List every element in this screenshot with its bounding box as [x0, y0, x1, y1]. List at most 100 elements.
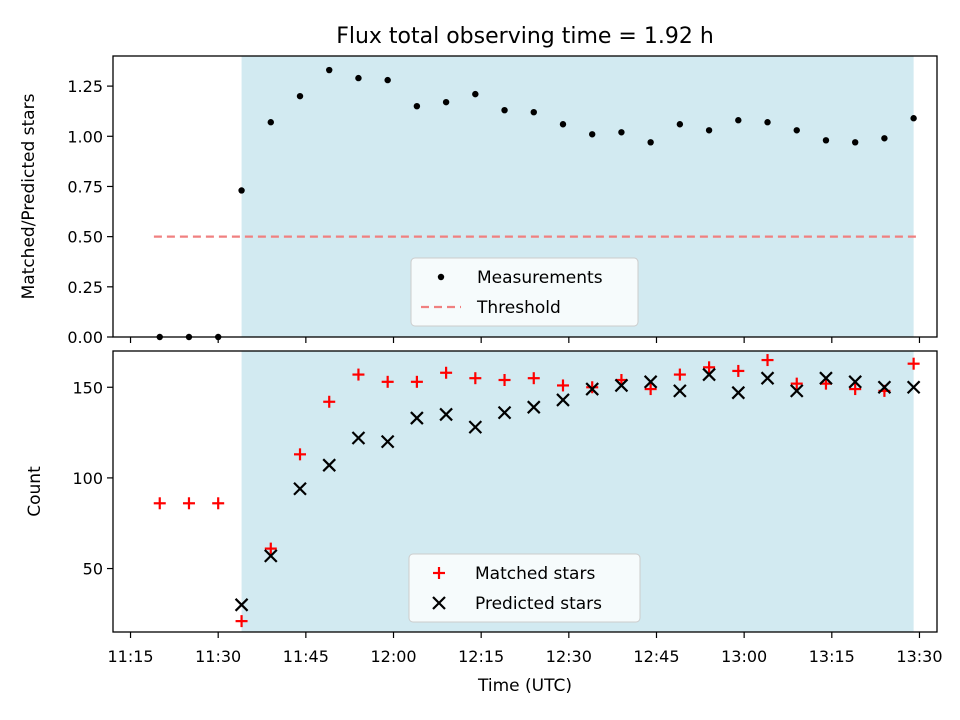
predicted-star-point — [410, 411, 424, 425]
measurement-point — [735, 117, 742, 124]
ratio-markers — [156, 66, 917, 341]
predicted-star-point — [497, 405, 512, 420]
matched-star-point — [212, 497, 225, 510]
matched-star-point — [498, 374, 511, 387]
predicted-star-point — [468, 420, 483, 434]
legend-matched-label: Matched stars — [475, 564, 595, 584]
matched-star-point — [907, 357, 920, 370]
predicted-star-point — [760, 371, 775, 385]
measurement-point — [296, 92, 304, 100]
matched-star-point — [381, 375, 394, 388]
ratio-panel: 0.00 0.25 0.50 0.75 1.00 1.25 Matched/Predict… — [19, 55, 938, 347]
count-markers — [153, 354, 921, 628]
measurement-point — [589, 131, 596, 138]
measurement-point — [559, 121, 567, 128]
predicted-star-point — [556, 393, 570, 407]
measurement-point — [530, 109, 537, 116]
predicted-star-point — [264, 549, 278, 563]
legend-predicted-label: Predicted stars — [475, 594, 602, 614]
measurement-point — [355, 74, 362, 82]
count-x-ticks: 11:15 11:30 11:45 12:00 12:15 12:30 12:45 13:00… — [107, 632, 943, 666]
predicted-star-point — [585, 382, 599, 396]
y-tick-label: 0.75 — [67, 177, 103, 196]
legend-threshold-label: Threshold — [476, 298, 561, 318]
matched-star-point — [182, 497, 195, 510]
matched-star-point — [323, 395, 336, 408]
measurement-point — [238, 187, 245, 194]
matched-star-point — [410, 375, 423, 388]
x-axis-label: Time (UTC) — [477, 676, 572, 696]
y-tick-label: 100 — [72, 469, 103, 488]
predicted-star-point — [877, 380, 892, 395]
measurement-point — [705, 127, 713, 134]
count-y-axis-label: Count — [25, 466, 45, 517]
predicted-star-point — [819, 371, 833, 385]
y-tick-label: 1.25 — [67, 77, 103, 96]
ratio-plot-frame — [112, 55, 938, 338]
ratio-y-ticks: 0.00 0.25 0.50 0.75 1.00 1.25 — [67, 77, 113, 347]
x-tick-label: 12:00 — [370, 647, 416, 666]
predicted-star-point — [702, 367, 716, 382]
legend-predicted-marker — [432, 596, 446, 610]
x-tick-label: 13:15 — [809, 647, 855, 666]
predicted-star-point — [731, 385, 746, 400]
y-tick-label: 0.50 — [67, 228, 103, 247]
measurement-point — [764, 119, 771, 126]
measurement-point — [501, 106, 508, 114]
matched-star-point — [556, 379, 569, 392]
predicted-star-point — [234, 598, 249, 612]
legend-matched-marker — [433, 567, 445, 579]
predicted-star-point — [789, 384, 804, 398]
measurement-point — [647, 139, 654, 146]
x-tick-label: 12:30 — [546, 647, 592, 666]
count-legend-box — [408, 553, 641, 623]
y-tick-label: 150 — [72, 378, 103, 397]
matched-star-point — [761, 354, 774, 367]
matched-star-point — [352, 368, 365, 381]
measurement-point — [793, 127, 800, 134]
predicted-star-point — [293, 482, 307, 496]
ratio-x-ticks — [129, 337, 921, 343]
matched-star-point — [235, 615, 248, 628]
matched-star-point — [790, 377, 803, 390]
chart-title: Flux total observing time = 1.92 h — [336, 24, 714, 49]
matched-star-point — [849, 383, 862, 396]
matched-star-point — [586, 381, 599, 394]
count-y-ticks: 50 100 150 — [72, 378, 113, 579]
y-tick-label: 0.00 — [67, 328, 103, 347]
ratio-y-axis-label: Matched/Predicted stars — [19, 93, 39, 299]
count-plot-frame — [112, 350, 938, 633]
x-tick-label: 12:15 — [458, 647, 504, 666]
x-tick-label: 13:30 — [896, 647, 942, 666]
ratio-legend: Measurements Threshold — [410, 257, 639, 327]
measurement-point — [472, 90, 479, 98]
measurement-point — [618, 129, 625, 136]
y-tick-label: 1.00 — [67, 127, 103, 146]
measurement-point — [851, 139, 859, 146]
matched-star-point — [732, 364, 745, 377]
x-tick-label: 12:45 — [633, 647, 679, 666]
predicted-star-point — [673, 384, 687, 398]
measurement-point — [267, 119, 274, 126]
matched-star-point — [673, 368, 686, 381]
measurement-point — [413, 102, 421, 110]
x-tick-label: 11:15 — [107, 647, 153, 666]
x-tick-label: 13:00 — [721, 647, 767, 666]
matched-star-point — [440, 366, 453, 379]
predicted-star-point — [643, 375, 658, 389]
matched-star-point — [469, 372, 482, 385]
y-tick-label: 0.25 — [67, 278, 103, 297]
measurement-point — [384, 76, 391, 84]
measurement-point — [910, 115, 917, 122]
measurement-point — [676, 121, 684, 128]
count-legend: Matched stars Predicted stars — [408, 553, 641, 623]
predicted-star-point — [439, 407, 453, 422]
legend-measurements-label: Measurements — [477, 268, 603, 288]
matched-star-point — [264, 542, 277, 555]
measurement-point — [822, 137, 830, 144]
matched-star-point — [527, 372, 540, 385]
matched-star-point — [703, 361, 716, 374]
matched-star-point — [294, 448, 307, 461]
